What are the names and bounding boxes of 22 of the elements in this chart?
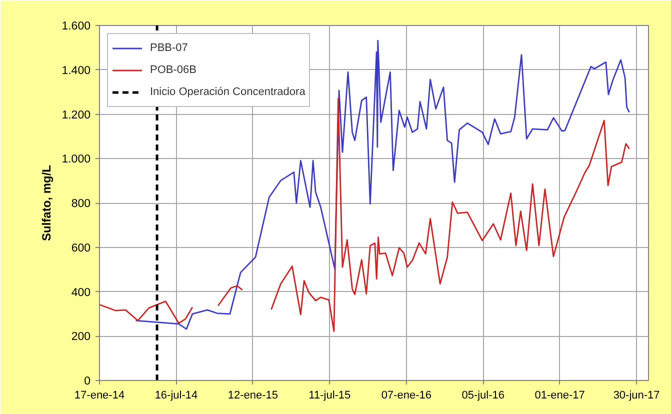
x-tick-label: 11-jul-15 (308, 390, 351, 402)
x-tick-label: 30-jun-17 (613, 390, 660, 402)
legend-label: PBB-07 (150, 42, 188, 54)
y-tick-label: 800 (71, 198, 90, 210)
ref-line-label: Inicio Operación Concentradora (150, 86, 306, 98)
legend-label: POB-06B (150, 64, 196, 76)
y-tick-label: 200 (71, 331, 90, 344)
x-tick-label: 12-ene-15 (228, 390, 278, 402)
y-tick-label: 400 (71, 286, 90, 299)
x-tick-label: 16-jul-14 (154, 390, 198, 402)
x-tick-label: 01-ene-17 (534, 390, 585, 402)
y-axis-title: Sulfato, mg/L (40, 165, 54, 241)
x-tick-label: 07-ene-16 (381, 390, 432, 402)
y-tick-label: 1.600 (62, 20, 91, 32)
y-tick-label: 1.000 (62, 154, 91, 166)
y-tick-label: 1.200 (62, 109, 91, 122)
line-series (135, 40, 630, 330)
x-tick-label: 17-ene-14 (74, 390, 125, 402)
y-tick-label: 600 (71, 242, 90, 254)
y-tick-label: 0 (84, 376, 91, 388)
x-tick-label: 05-jul-16 (462, 390, 505, 402)
y-tick-label: 1.400 (62, 64, 91, 77)
